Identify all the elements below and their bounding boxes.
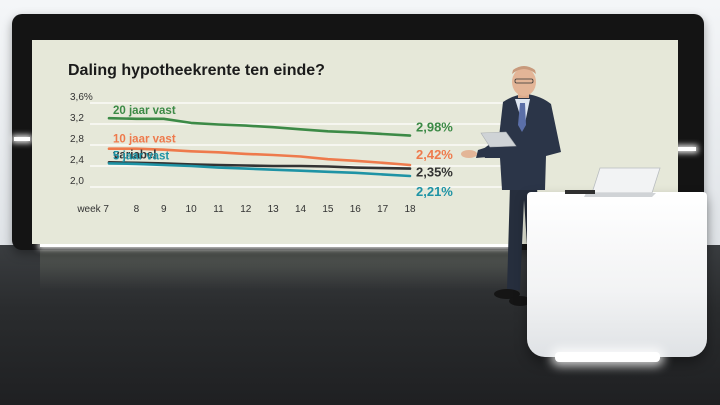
x-tick-label: 14 [295,204,307,215]
series-name: 10 jaar vast [113,134,176,146]
edge-light-left [14,137,30,141]
edge-light-right [676,147,696,151]
x-tick-label: 15 [322,204,334,215]
series-name: variabel [113,149,156,161]
x-tick-label: 16 [350,204,362,215]
series-end-label: 2,98% [416,120,453,135]
series-name: 20 jaar vast [113,105,176,117]
laptop-base [584,193,656,197]
x-tick-label: 10 [186,204,198,215]
presenter-glasses [514,78,534,84]
edge-light-bottom [40,244,510,247]
chart-title: Daling hypotheekrente ten einde? [68,62,325,79]
presenter-shoe-right [509,296,531,306]
x-tick-label: week 7 [76,204,109,215]
x-tick-label: 18 [404,204,416,215]
y-tick-label: 3,6% [70,92,93,103]
x-tick-label: 13 [268,204,280,215]
desk-item [565,190,595,194]
news-desk [527,192,707,357]
x-tick-label: 17 [377,204,389,215]
y-tick-label: 2,0 [70,176,84,187]
y-tick-label: 2,4 [70,155,84,166]
x-tick-label: 11 [213,204,224,215]
floor-reflection [40,250,520,290]
presenter-hair [512,66,536,74]
y-tick-label: 2,8 [70,134,84,145]
laptop-screen [591,167,661,194]
chart-panel: Daling hypotheekrente ten einde? 3,6% 3,2… [32,40,678,244]
x-tick-label: 12 [240,204,252,215]
series-line [107,147,412,167]
series-line [107,162,412,178]
series-end-label: 2,21% [416,184,453,199]
x-tick-label: 9 [161,204,167,215]
desk-glow [555,352,660,362]
y-tick-label: 3,2 [70,113,84,124]
presenter-tie [518,103,526,132]
series-end-label: 2,35% [416,165,453,180]
line-chart: 3,6% 3,2 2,8 2,4 2,0 week 7 8 9 10 11 12 13 14 15 16 17… [70,92,514,215]
series-line [107,161,412,170]
series-end-label: 2,42% [416,147,453,162]
presenter-shoe-left [494,289,520,299]
presenter-suit [482,94,561,190]
presenter-hand [461,150,477,158]
presenter-head [512,68,536,96]
series-line [107,116,412,137]
series-name: 5 jaar vast [113,150,169,162]
x-tick-label: 8 [134,204,140,215]
presenter-cue-card [480,131,517,148]
